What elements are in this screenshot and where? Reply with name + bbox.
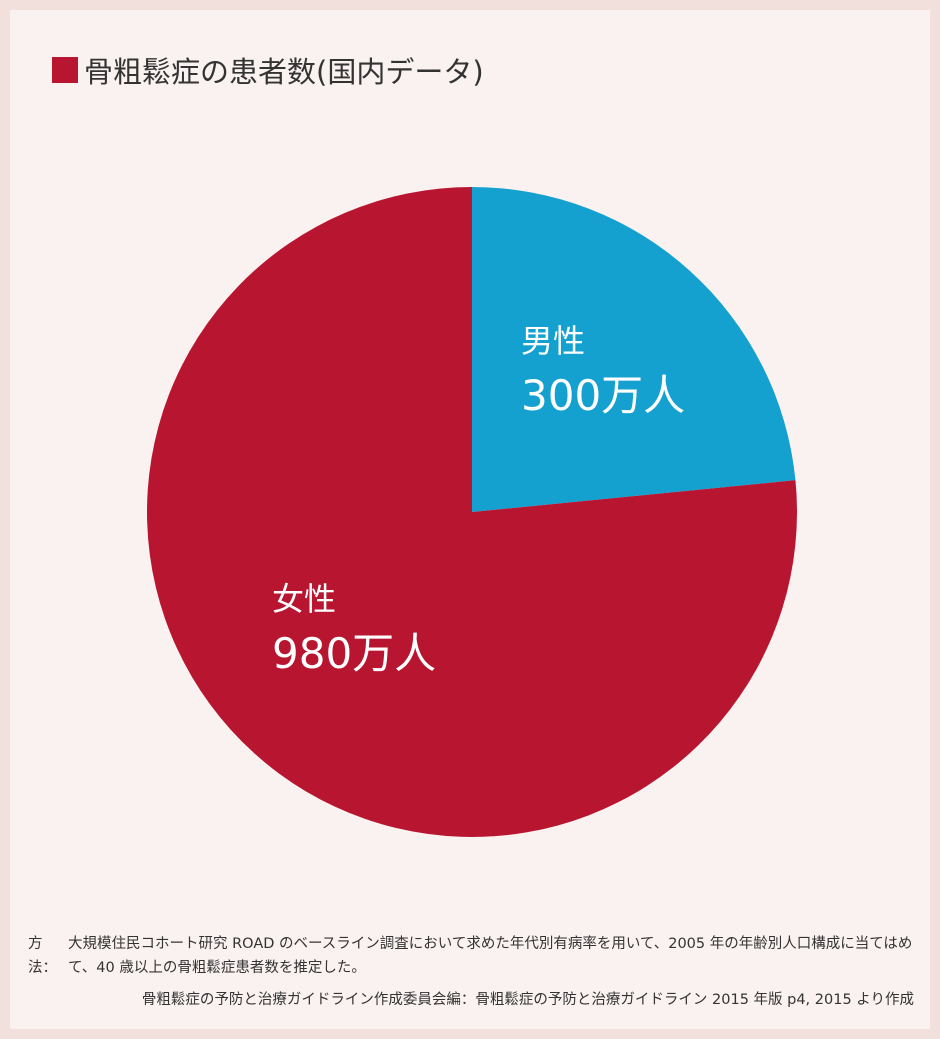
method-label: 方法： — [28, 936, 57, 976]
slice-value-male: 300万人 — [521, 371, 685, 420]
pie-slice-male — [472, 187, 796, 512]
slice-value-female: 980万人 — [272, 629, 436, 678]
title-marker-square — [52, 57, 78, 83]
pie-slice-female — [147, 186, 798, 837]
slice-label-male: 男性 — [521, 322, 585, 360]
source-note: 骨粗鬆症の予防と治療ガイドライン作成委員会編：骨粗鬆症の予防と治療ガイドライン … — [141, 992, 914, 1008]
method-note: 方法： 大規模住民コホート研究 ROAD のベースライン調査において求めた年代別… — [28, 932, 918, 980]
slice-label-female: 女性 — [272, 580, 336, 618]
chart-title: 骨粗鬆症の患者数(国内データ) — [52, 50, 484, 90]
method-text: 大規模住民コホート研究 ROAD のベースライン調査において求めた年代別有病率を… — [68, 936, 913, 976]
chart-title-text: 骨粗鬆症の患者数(国内データ) — [84, 55, 484, 89]
